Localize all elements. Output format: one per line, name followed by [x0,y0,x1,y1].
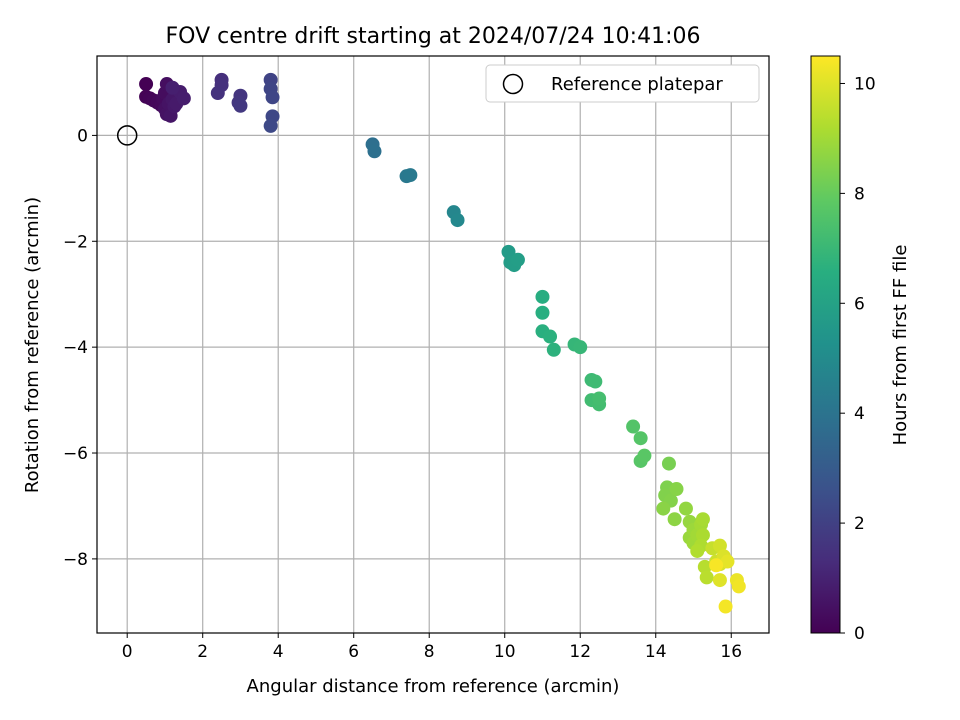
data-point [712,573,727,588]
data-point [535,305,550,320]
data-point [265,90,280,105]
data-point [712,538,727,553]
data-point [661,456,676,471]
data-point [592,391,607,406]
data-point [165,80,180,95]
data-point [690,543,705,558]
legend-label: Reference platepar [551,74,723,95]
data-point [695,528,710,543]
data-point [263,118,278,133]
x-tick-label: 8 [424,642,435,662]
colorbar-label: Hours from first FF file [890,245,911,446]
y-tick-label: 0 [77,126,88,146]
x-tick-label: 10 [494,642,516,662]
x-tick-label: 14 [645,642,667,662]
data-point [176,91,191,106]
data-point [720,554,735,569]
data-point [403,168,418,183]
x-tick-label: 6 [348,642,359,662]
data-point [510,252,525,267]
colorbar-tick-label: 10 [854,74,876,94]
legend-marker-icon [502,73,524,95]
data-point [678,501,693,516]
y-tick-label: −2 [63,232,88,252]
data-point [450,213,465,228]
data-point [656,501,671,516]
legend-box [485,64,760,103]
data-point [667,512,682,527]
data-point [697,559,712,574]
data-point [695,512,710,527]
data-point [699,570,714,585]
data-point [367,144,382,159]
data-point [543,329,558,344]
colorbar-ticks: 0 2 4 6 8 10 [840,74,876,644]
plot-area: 0 2 4 6 8 10 12 14 16 0 −2 −4 −6 −8 [63,55,770,662]
data-point [501,244,516,259]
data-point [709,558,724,573]
y-axis-label: Rotation from reference (arcmin) [22,197,43,493]
colorbar-gradient [810,55,841,634]
data-point [233,98,248,113]
colorbar-tick-label: 8 [854,184,865,204]
data-point [637,448,652,463]
colorbar-tick-label: 0 [854,624,865,644]
legend: Reference platepar [485,64,760,103]
axes-frame [96,55,770,634]
data-point [626,419,641,434]
data-point [588,374,603,389]
x-tick-label: 0 [122,642,133,662]
x-tick-label: 16 [720,642,742,662]
colorbar: 0 2 4 6 8 10 Hours from first FF file [810,55,911,644]
chart-title: FOV centre drift starting at 2024/07/24 … [166,24,701,49]
data-point [669,482,684,497]
data-point [210,86,225,101]
colorbar-tick-label: 4 [854,404,865,424]
data-point [535,289,550,304]
colorbar-tick-label: 2 [854,514,865,534]
reference-point-marker [116,125,138,146]
x-tick-label: 4 [273,642,284,662]
y-tick-label: −6 [63,444,88,464]
colorbar-tick-label: 6 [854,294,865,314]
x-tick-label: 2 [197,642,208,662]
data-point [731,579,746,594]
data-point [633,431,648,446]
data-point [546,342,561,357]
data-point [139,77,154,92]
y-tick-label: −4 [63,338,88,358]
data-point [573,340,588,355]
y-tick-label: −8 [63,550,88,570]
x-axis-label: Angular distance from reference (arcmin) [247,676,620,697]
data-point [718,599,733,614]
x-tick-label: 12 [569,642,591,662]
